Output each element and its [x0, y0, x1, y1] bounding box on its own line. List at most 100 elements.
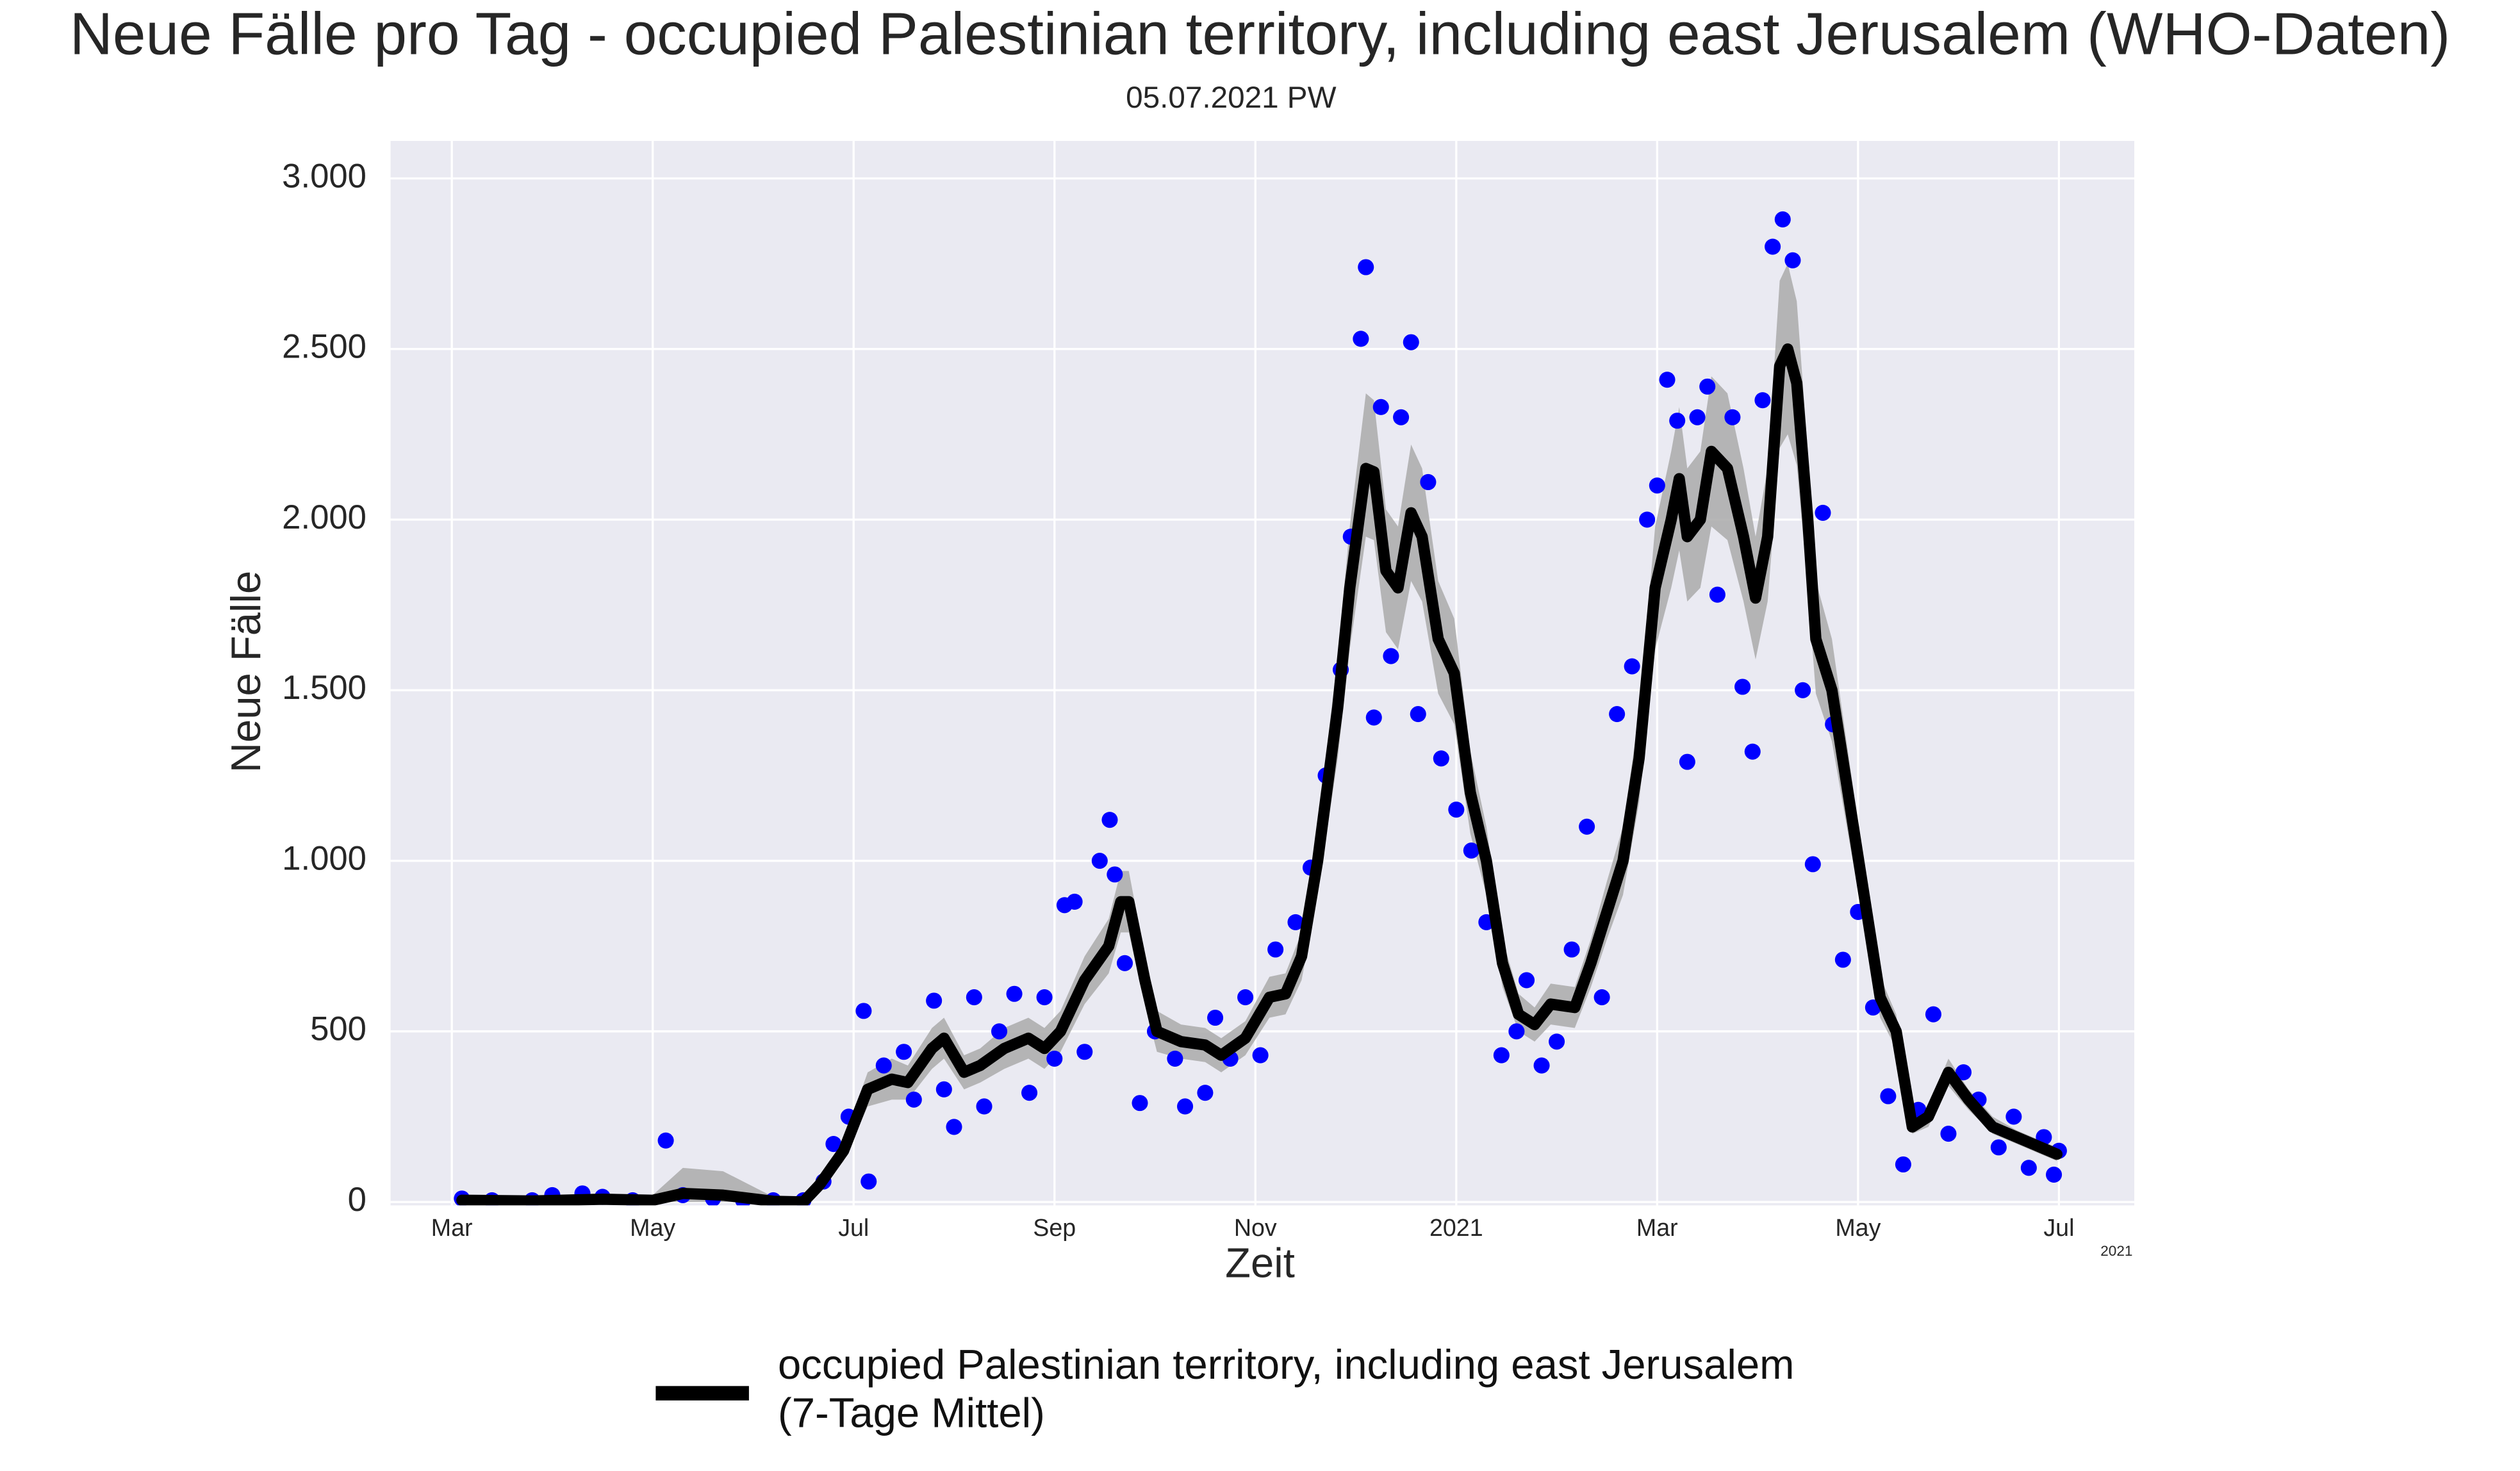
x-tick-label: Nov [1234, 1214, 1277, 1241]
daily-point [1021, 1085, 1038, 1101]
daily-point [1101, 812, 1118, 828]
daily-point [1639, 511, 1656, 528]
daily-point [1076, 1044, 1093, 1060]
daily-point [1624, 658, 1640, 675]
daily-point [1036, 989, 1053, 1006]
daily-point [1365, 709, 1382, 726]
daily-point [1804, 856, 1821, 873]
daily-point [1372, 399, 1389, 415]
daily-point [1795, 682, 1811, 698]
daily-point [1237, 989, 1254, 1006]
daily-point [1734, 678, 1751, 695]
daily-point [1463, 842, 1479, 859]
daily-point [1197, 1085, 1214, 1101]
daily-point [1107, 866, 1123, 883]
legend: occupied Palestinian territory, includin… [655, 1340, 1795, 1437]
data-layer [454, 211, 2067, 1206]
daily-point [1659, 372, 1676, 388]
daily-point [1358, 259, 1374, 275]
daily-point [1744, 743, 1761, 760]
daily-point [1990, 1139, 2007, 1156]
daily-point [946, 1119, 962, 1135]
daily-point [1784, 252, 1801, 268]
y-tick-label: 3.000 [282, 157, 366, 195]
daily-point [1724, 409, 1741, 425]
daily-point [1508, 1023, 1525, 1040]
daily-point [657, 1132, 674, 1149]
y-tick-label: 0 [348, 1181, 366, 1219]
daily-point [875, 1057, 892, 1074]
daily-point [1774, 211, 1791, 227]
daily-point [1579, 818, 1595, 835]
daily-point [1709, 586, 1725, 603]
daily-point [2020, 1160, 2037, 1176]
daily-point [855, 1003, 872, 1019]
daily-point [1393, 409, 1410, 425]
daily-point [1353, 331, 1369, 347]
daily-point [1754, 392, 1771, 409]
daily-point [1815, 504, 1831, 521]
x-tick-label: 2021 [1429, 1214, 1483, 1241]
plot-area: 0 500 1.000 1.500 2.000 2.500 3.000 Mar May Jul Se… [282, 140, 2134, 1241]
daily-point [1116, 955, 1133, 971]
daily-point [1689, 409, 1706, 425]
daily-point [1669, 413, 1686, 429]
daily-point [1699, 378, 1716, 395]
daily-point [825, 1136, 842, 1153]
daily-point [1091, 853, 1108, 869]
daily-point [1765, 238, 1781, 255]
daily-point [1410, 706, 1426, 723]
y-tick-label: 2.500 [282, 328, 366, 366]
legend-label: occupied Palestinian territory, includin… [778, 1340, 1795, 1437]
y-axis-label: Neue Fälle [222, 571, 269, 773]
daily-point [1549, 1033, 1565, 1050]
daily-point [1177, 1098, 1194, 1115]
x-tick-label: Jul [838, 1214, 869, 1241]
daily-point [1895, 1156, 1911, 1173]
x-axis-label: Zeit [1225, 1240, 1295, 1286]
daily-point [1563, 941, 1580, 958]
daily-point [2046, 1166, 2063, 1183]
daily-point [935, 1081, 952, 1097]
daily-point [1955, 1064, 1972, 1081]
daily-point [991, 1023, 1008, 1040]
x-tick-label: Mar [431, 1214, 473, 1241]
daily-point [1493, 1047, 1510, 1064]
daily-point [1403, 334, 1419, 350]
daily-point [1252, 1047, 1269, 1064]
x-tick-label: Jul [2043, 1214, 2074, 1241]
x-tick-label: Mar [1636, 1214, 1678, 1241]
y-tick-label: 1.500 [282, 669, 366, 707]
x-offset-label: 2021 [2100, 1243, 2132, 1259]
daily-point [1594, 989, 1610, 1006]
daily-point [1006, 985, 1023, 1002]
daily-point [1167, 1050, 1183, 1067]
y-tick-label: 1.000 [282, 839, 366, 877]
daily-point [1433, 750, 1449, 767]
x-tick-label: Sep [1033, 1214, 1076, 1241]
daily-point [1925, 1006, 1941, 1023]
daily-point [966, 989, 982, 1006]
daily-point [1420, 473, 1437, 491]
daily-point [1267, 941, 1284, 958]
chart-title: Neue Fälle pro Tag - occupied Palestinia… [70, 1, 2450, 67]
daily-point [1880, 1088, 1897, 1105]
daily-point [976, 1098, 992, 1115]
x-tick-label: May [1835, 1214, 1881, 1241]
daily-point [926, 992, 943, 1009]
daily-point [1834, 951, 1851, 968]
chart-subtitle: 05.07.2021 PW [1126, 81, 1336, 115]
daily-point [1066, 893, 1083, 910]
daily-point [2005, 1108, 2022, 1125]
y-tick-label: 500 [310, 1010, 366, 1048]
daily-point [1383, 648, 1399, 664]
daily-point [1448, 801, 1465, 818]
daily-point [1519, 972, 1535, 989]
daily-point [1287, 914, 1304, 930]
daily-point [1046, 1050, 1063, 1067]
x-tick-label: May [630, 1214, 675, 1241]
daily-point [905, 1091, 922, 1108]
daily-point [1132, 1095, 1148, 1112]
legend-label-box: occupied Palestinian territory, includin… [778, 1340, 1795, 1437]
